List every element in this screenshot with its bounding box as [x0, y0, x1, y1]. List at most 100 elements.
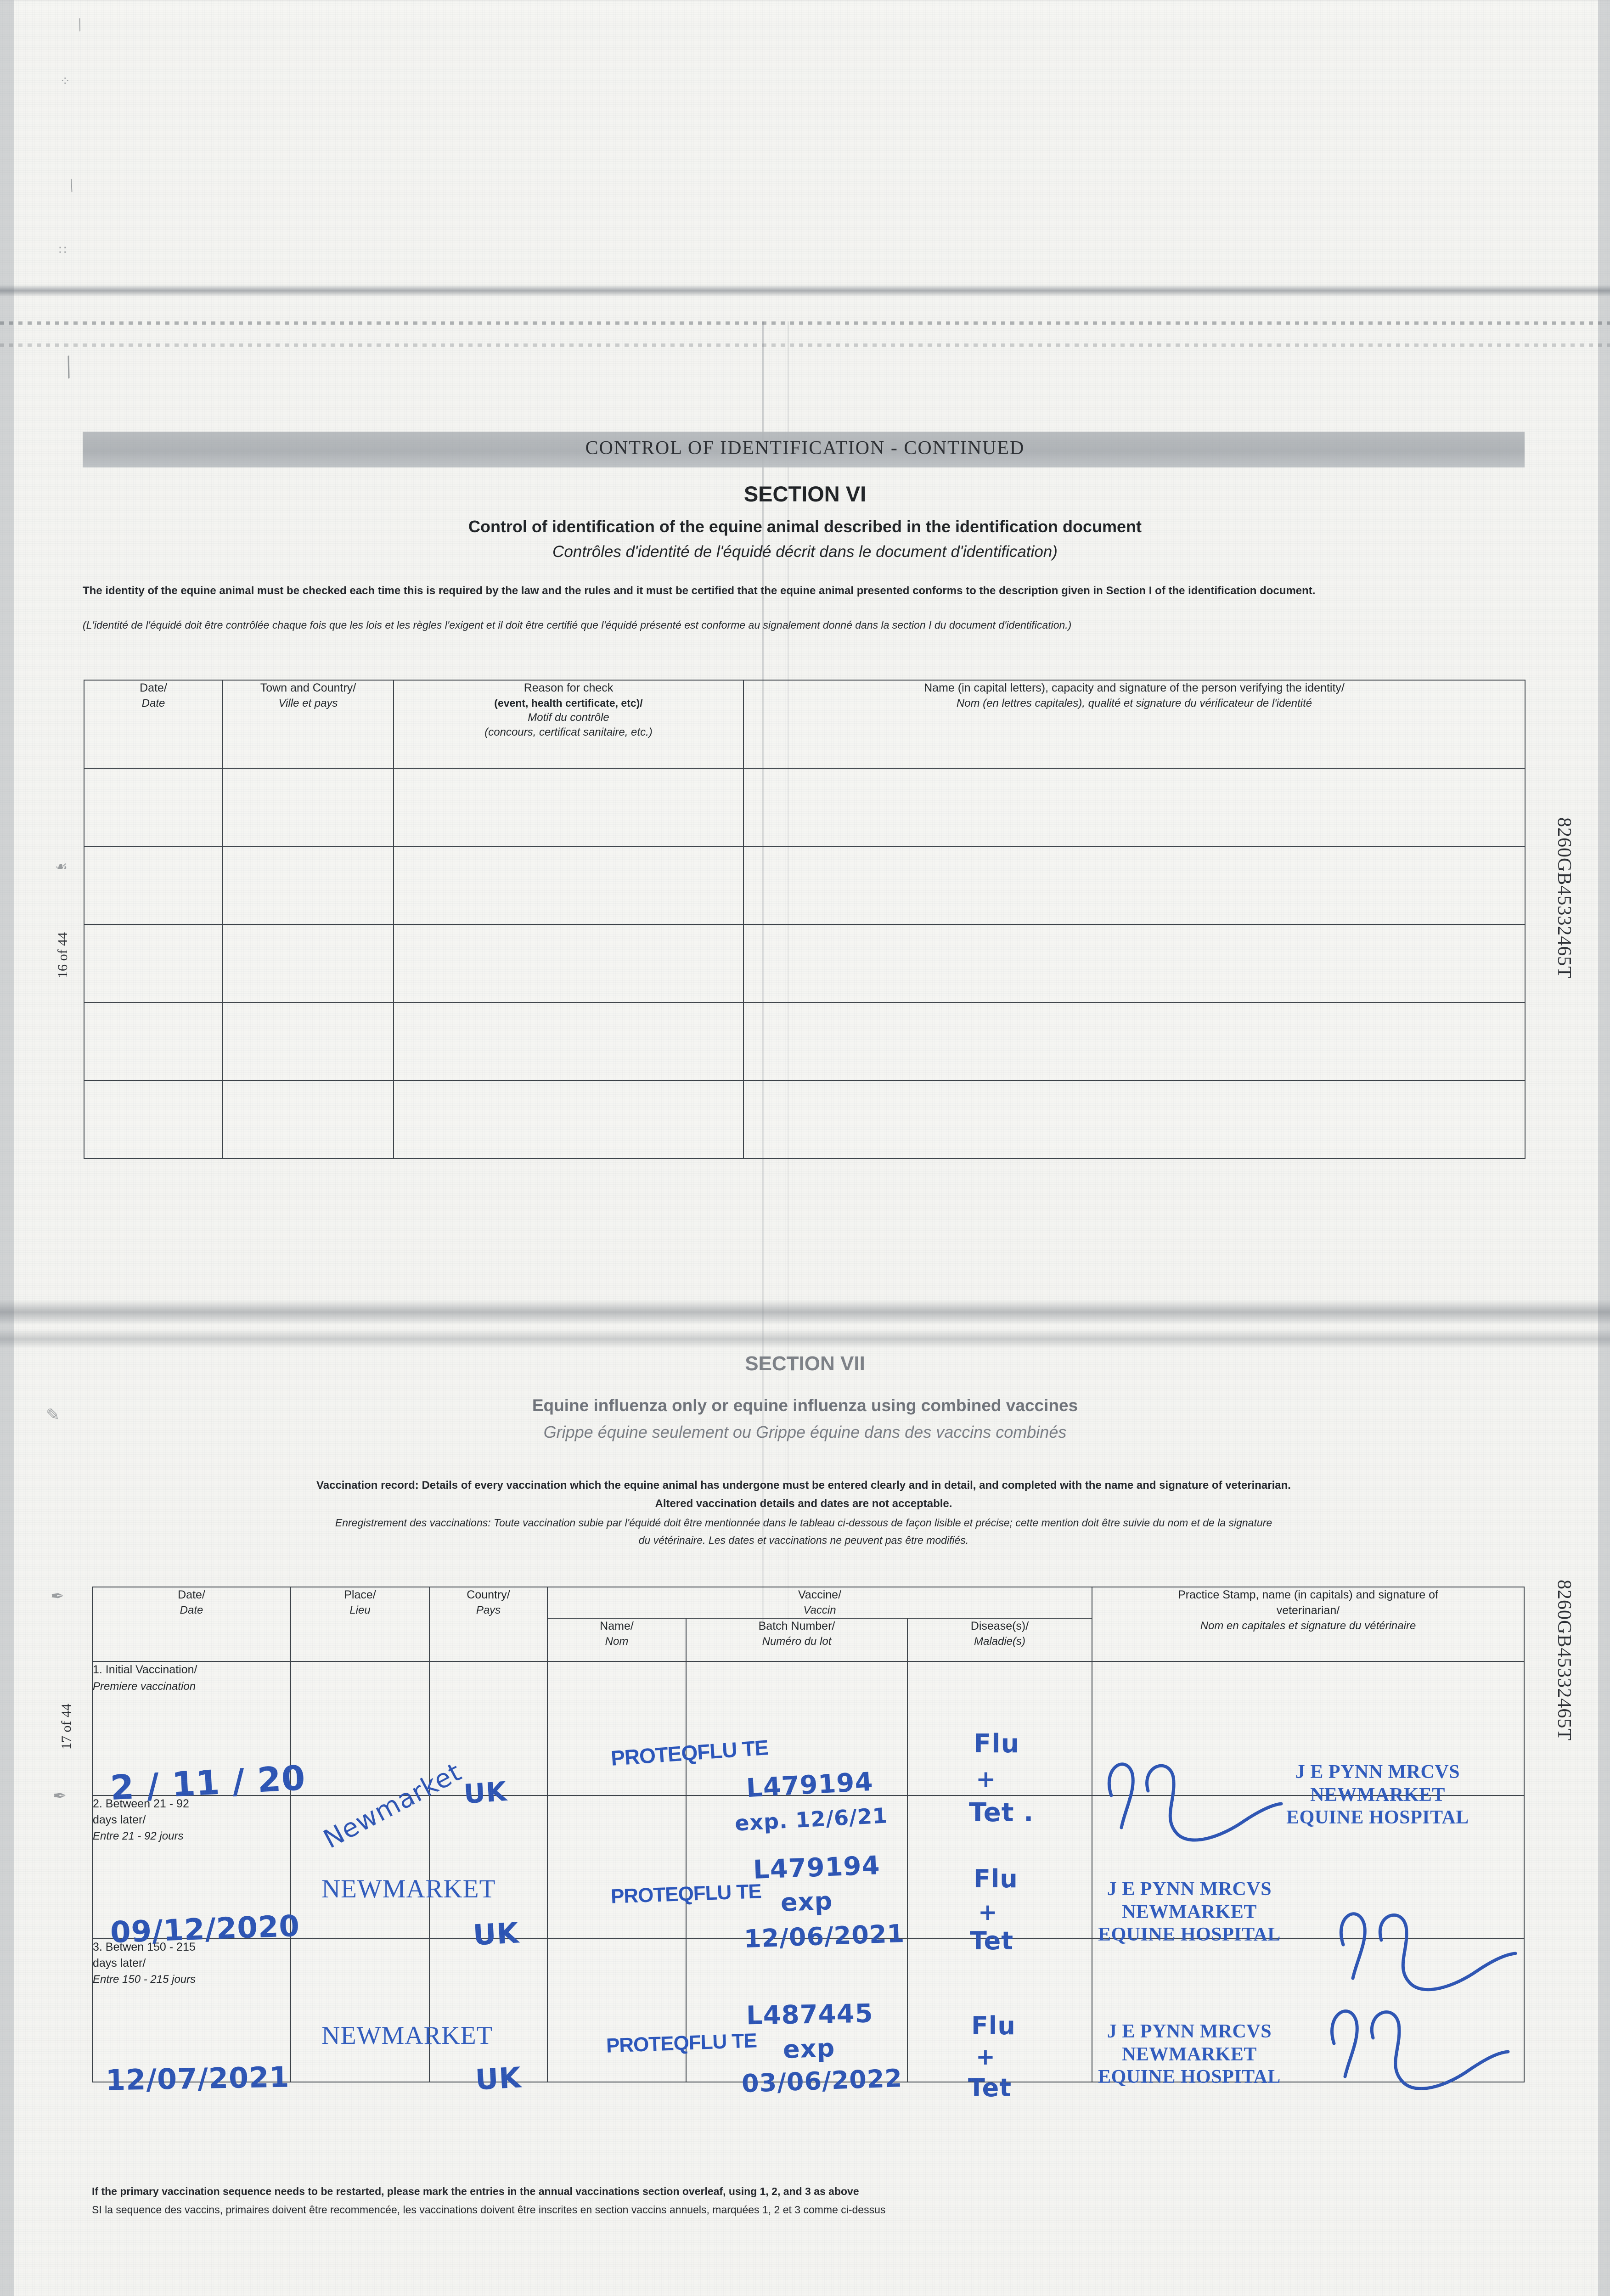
cell-date[interactable]: [84, 1080, 223, 1159]
hw-country-3: UK: [474, 2060, 523, 2097]
col-town-country: Town and Country/ Ville et pays: [222, 680, 394, 769]
cell-disease-2[interactable]: [907, 1795, 1092, 1940]
cell-country-1[interactable]: [429, 1661, 548, 1796]
cell-reason[interactable]: [393, 846, 744, 925]
row-label-1: 1. Initial Vaccination/ Premiere vaccina…: [92, 1661, 291, 1796]
cell-place-1[interactable]: [290, 1661, 430, 1796]
col-batch-number: Batch Number/ Numéro du lot: [686, 1618, 908, 1662]
section-vi-number: SECTION VI: [743, 482, 867, 506]
cell-reason[interactable]: [393, 924, 744, 1003]
col-date: Date/ Date: [84, 680, 223, 769]
col-vaccine-name: Name/ Nom: [547, 1618, 687, 1662]
vaccination-record-table: Date/ Date Place/ Lieu Country/ Pays Vac…: [92, 1586, 1525, 2083]
hw-country-1: UK: [462, 1775, 508, 1810]
cell-town[interactable]: [222, 846, 394, 925]
pencil-mark: ∷: [59, 243, 67, 257]
hw-date-2: 09/12/2020: [109, 1909, 301, 1950]
scan-seam-dotted: [0, 343, 1610, 347]
pencil-mark: ☙: [55, 859, 68, 874]
table-header-row: Date/ Date Place/ Lieu Country/ Pays Vac…: [92, 1586, 1525, 1662]
row-label-3: 3. Betwen 150 - 215 days later/ Entre 15…: [92, 1938, 291, 2083]
cell-name[interactable]: [743, 1002, 1526, 1081]
cell-reason[interactable]: [393, 1002, 744, 1081]
practice-stamp-3: J E PYNN MRCVS NEWMARKET EQUINE HOSPITAL: [1098, 2021, 1281, 2088]
section-vii-footnote-fr: SI la sequence des vaccins, primaires do…: [92, 2204, 886, 2216]
hw-batch-exp-date-3: 03/06/2022: [741, 2063, 903, 2099]
hw-place-2: NEWMARKET: [321, 1874, 496, 1903]
hw-place-3: NEWMARKET: [321, 2021, 493, 2050]
cell-stamp-1[interactable]: [1092, 1661, 1525, 1796]
cell-vaccine-name-2[interactable]: [547, 1795, 687, 1940]
scan-shadow-band: [0, 1329, 1610, 1349]
section-vi-note-fr: (L'identité de l'équidé doit être contrô…: [83, 619, 1072, 631]
hw-disease-3b: +: [976, 2043, 996, 2070]
hw-batch-exp-date-2: 12/06/2021: [743, 1919, 906, 1954]
section-vii-title-en: Equine influenza only or equine influenz…: [532, 1396, 1078, 1415]
cell-name[interactable]: [743, 846, 1526, 925]
cell-country-3[interactable]: [429, 1938, 548, 2083]
col-verifier-name: Name (in capital letters), capacity and …: [743, 680, 1526, 769]
col-vaccine-group: Vaccine/ Vaccin: [547, 1586, 1092, 1619]
cell-name[interactable]: [743, 768, 1526, 847]
hw-disease-2c: Tet: [970, 1926, 1014, 1955]
col-country: Country/ Pays: [429, 1586, 548, 1662]
practice-stamp-2: J E PYNN MRCVS NEWMARKET EQUINE HOSPITAL: [1098, 1879, 1281, 1946]
cell-disease-3[interactable]: [907, 1938, 1092, 2083]
section-vi-title-fr: Contrôles d'identité de l'équidé décrit …: [552, 543, 1058, 561]
section-vii-note-en2: Altered vaccination details and dates ar…: [655, 1497, 952, 1510]
pencil-mark: ✒: [53, 1787, 67, 1805]
col-date: Date/ Date: [92, 1586, 291, 1662]
cell-name[interactable]: [743, 1080, 1526, 1159]
cell-town[interactable]: [222, 1002, 394, 1081]
scan-seam: [0, 285, 1610, 297]
col-reason-for-check: Reason for check (event, health certific…: [393, 680, 744, 769]
table-row: [84, 924, 1526, 1003]
pencil-mark: ✎: [46, 1406, 60, 1424]
cell-name[interactable]: [743, 924, 1526, 1003]
section-vii-number: SECTION VII: [745, 1352, 865, 1375]
cell-stamp-2[interactable]: [1092, 1795, 1525, 1940]
cell-date[interactable]: [84, 1002, 223, 1081]
hw-disease-1a: Flu: [974, 1729, 1020, 1759]
cell-place-3[interactable]: [290, 1938, 430, 2083]
table-header-row: Date/ Date Town and Country/ Ville et pa…: [84, 680, 1526, 769]
hw-batch-exp-3: exp: [782, 2033, 836, 2064]
cell-stamp-3[interactable]: [1092, 1938, 1525, 2083]
cell-reason[interactable]: [393, 768, 744, 847]
scan-shadow-band: [0, 1300, 1610, 1325]
vet-signature-2: [1339, 1912, 1517, 1992]
hw-batch-3: L487445: [746, 1998, 874, 2031]
practice-stamp-1: J E PYNN MRCVS NEWMARKET EQUINE HOSPITAL: [1286, 1761, 1469, 1829]
cell-batch-3[interactable]: [686, 1938, 908, 2083]
cell-batch-1[interactable]: [686, 1661, 908, 1796]
section-vii-note-fr1: Enregistrement des vaccinations: Toute v…: [335, 1517, 1272, 1529]
cell-batch-2[interactable]: [686, 1795, 908, 1940]
cell-place-2[interactable]: [290, 1795, 430, 1940]
hw-disease-3a: Flu: [971, 2011, 1016, 2040]
cell-vaccine-name-3[interactable]: [547, 1938, 687, 2083]
cell-disease-1[interactable]: [907, 1661, 1092, 1796]
cell-town[interactable]: [222, 1080, 394, 1159]
cell-reason[interactable]: [393, 1080, 744, 1159]
section-vi-note-en: The identity of the equine animal must b…: [83, 585, 1316, 597]
identification-control-table: Date/ Date Town and Country/ Ville et pa…: [84, 680, 1526, 1159]
vet-signature-3: [1330, 2009, 1510, 2090]
table-row: [84, 768, 1526, 847]
cell-town[interactable]: [222, 768, 394, 847]
hw-disease-2a: Flu: [974, 1864, 1018, 1893]
cell-country-2[interactable]: [429, 1795, 548, 1940]
page-marker-17: 17 of 44: [59, 1704, 74, 1750]
passport-code-upper: 8260GB45332465T: [1554, 817, 1575, 979]
cell-town[interactable]: [222, 924, 394, 1003]
table-subheader-row: Name/ Nom Batch Number/ Numéro du lot Di…: [92, 1618, 1524, 1662]
pencil-mark: ⁘: [60, 74, 71, 89]
hw-disease-1b: +: [976, 1766, 996, 1793]
cell-date[interactable]: [84, 846, 223, 925]
hw-disease-3c: Tet: [968, 2073, 1012, 2102]
hw-country-2: UK: [472, 1916, 520, 1952]
cell-vaccine-name-1[interactable]: [547, 1661, 687, 1796]
section-vi-title-en: Control of identification of the equine …: [468, 517, 1142, 536]
cell-date[interactable]: [84, 924, 223, 1003]
cell-date[interactable]: [84, 768, 223, 847]
